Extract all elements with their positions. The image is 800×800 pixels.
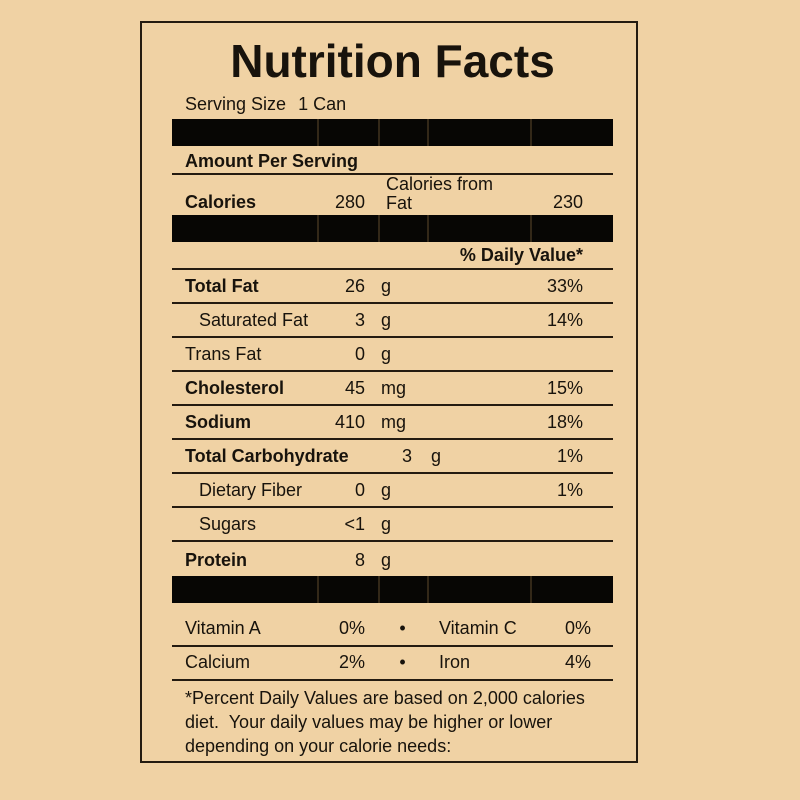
- nutrient-unit: mg: [381, 378, 407, 398]
- nutrient-amount: 45: [344, 378, 365, 398]
- nutrient-row-total-carbohydrate: Total Carbohydrate 3 g 1%: [172, 440, 613, 474]
- nutrient-daily-value: 14%: [546, 310, 583, 330]
- nutrient-amount: 8: [354, 550, 365, 570]
- nutrient-name: Protein: [185, 550, 248, 570]
- nutrient-row-protein: Protein 8 g: [172, 542, 613, 576]
- serving-size-row: Serving Size 1 Can: [172, 87, 613, 119]
- calories-label: Calories: [185, 192, 257, 212]
- nutrient-name: Trans Fat: [185, 344, 262, 364]
- nutrient-name: Dietary Fiber: [199, 480, 303, 500]
- nutrient-daily-value: 33%: [546, 276, 583, 296]
- micronutrient-name: Calcium: [185, 652, 251, 672]
- micronutrient-value: 0%: [338, 618, 365, 638]
- nutrient-amount: 26: [344, 276, 365, 296]
- nutrient-amount: 3: [401, 446, 412, 466]
- nutrient-name: Total Fat: [185, 276, 259, 296]
- micronutrient-name: Iron: [439, 652, 471, 672]
- nutrient-unit: g: [381, 344, 392, 364]
- nutrient-unit: g: [431, 446, 442, 466]
- micronutrient-name: Vitamin C: [439, 618, 517, 638]
- micronutrient-value: 4%: [564, 652, 591, 672]
- nutrient-amount: 410: [334, 412, 365, 432]
- nutrient-unit: g: [381, 480, 392, 500]
- daily-value-header: % Daily Value*: [172, 242, 613, 270]
- bullet-separator: •: [399, 618, 406, 638]
- nutrient-amount: <1: [344, 514, 365, 534]
- nutrient-unit: g: [381, 514, 392, 534]
- separator-bar-top: [172, 119, 613, 146]
- nutrient-name: Cholesterol: [185, 378, 285, 398]
- nutrient-unit: mg: [381, 412, 407, 432]
- nutrient-row-cholesterol: Cholesterol 45 mg 15%: [172, 372, 613, 406]
- nutrient-unit: g: [381, 310, 392, 330]
- separator-bar-middle: [172, 215, 613, 242]
- micronutrient-value: 2%: [338, 652, 365, 672]
- serving-size-value: 1 Can: [298, 94, 347, 114]
- micronutrient-row-vitamins: Vitamin A 0% • Vitamin C 0%: [172, 603, 613, 647]
- nutrient-name: Saturated Fat: [199, 310, 309, 330]
- label-title: Nutrition Facts: [230, 35, 555, 87]
- nutrient-row-trans-fat: Trans Fat 0 g: [172, 338, 613, 372]
- calories-value: 280: [334, 192, 365, 212]
- micronutrient-row-minerals: Calcium 2% • Iron 4%: [172, 647, 613, 681]
- micronutrient-name: Vitamin A: [185, 618, 261, 638]
- nutrient-amount: 0: [354, 344, 365, 364]
- nutrient-name: Sodium: [185, 412, 251, 432]
- calories-from-fat-value: 230: [552, 192, 583, 212]
- nutrient-row-sugars: Sugars <1 g: [172, 508, 613, 542]
- daily-value-footnote: *Percent Daily Values are based on 2,000…: [185, 688, 590, 756]
- nutrient-row-saturated-fat: Saturated Fat 3 g 14%: [172, 304, 613, 338]
- nutrient-row-sodium: Sodium 410 mg 18%: [172, 406, 613, 440]
- nutrient-daily-value: 1%: [556, 480, 583, 500]
- nutrient-unit: g: [381, 550, 392, 570]
- amount-per-serving-header: Amount Per Serving: [172, 146, 613, 175]
- nutrition-label: Nutrition Facts Serving Size 1 Can Amoun…: [140, 21, 638, 763]
- separator-bar-bottom: [172, 576, 613, 603]
- nutrient-name: Sugars: [199, 514, 257, 534]
- nutrient-row-dietary-fiber: Dietary Fiber 0 g 1%: [172, 474, 613, 508]
- nutrient-amount: 3: [354, 310, 365, 330]
- nutrient-amount: 0: [354, 480, 365, 500]
- nutrient-unit: g: [381, 276, 392, 296]
- nutrient-daily-value: 15%: [546, 378, 583, 398]
- nutrient-daily-value: 18%: [546, 412, 583, 432]
- bullet-separator: •: [399, 652, 406, 672]
- nutrient-name: Total Carbohydrate: [185, 446, 349, 466]
- serving-size-label: Serving Size: [185, 94, 287, 114]
- nutrient-row-total-fat: Total Fat 26 g 33%: [172, 270, 613, 304]
- micronutrient-value: 0%: [564, 618, 591, 638]
- nutrient-daily-value: 1%: [556, 446, 583, 466]
- calories-from-fat-label: Calories from Fat: [386, 174, 494, 213]
- calories-row: Calories 280 Calories from Fat 230: [172, 175, 613, 215]
